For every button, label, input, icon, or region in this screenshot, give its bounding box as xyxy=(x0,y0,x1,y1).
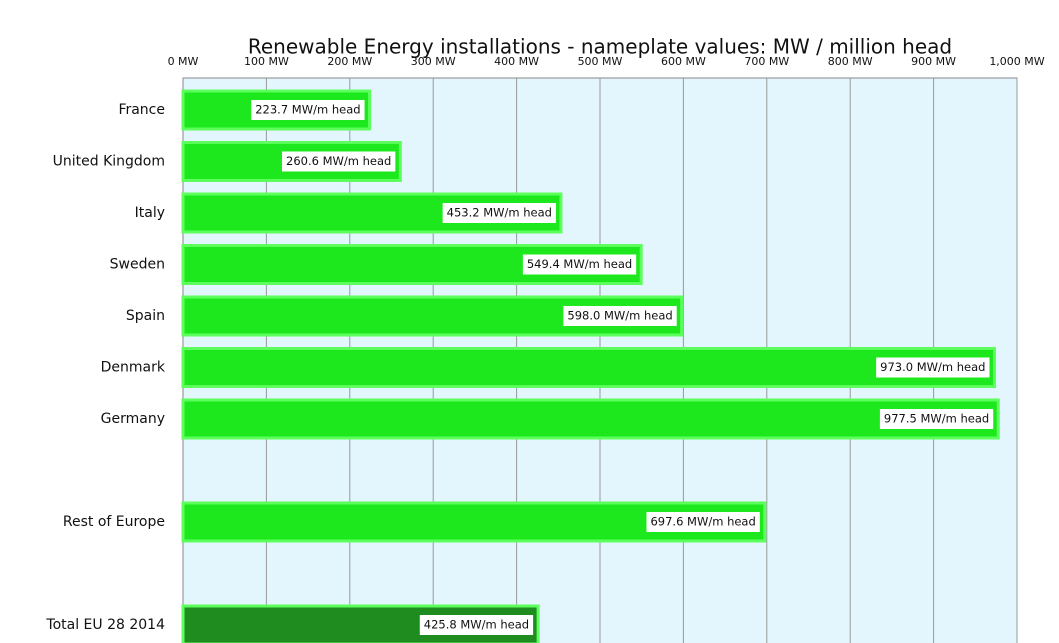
x-tick-label: 100 MW xyxy=(244,55,289,68)
value-label-box xyxy=(879,409,994,429)
value-label-box xyxy=(522,254,637,275)
value-label-box xyxy=(563,306,677,326)
y-tick-label: Denmark xyxy=(101,360,166,376)
x-tick-label: 500 MW xyxy=(578,55,623,68)
x-tick-label: 900 MW xyxy=(911,55,956,68)
x-tick-label: 0 MW xyxy=(168,55,199,68)
value-label-box xyxy=(282,151,396,172)
y-tick-label: Rest of Europe xyxy=(63,514,165,530)
x-tick-label: 200 MW xyxy=(327,55,372,68)
value-label-box xyxy=(646,512,760,532)
bar xyxy=(181,347,996,388)
value-label: 598.0 MW/m head xyxy=(567,309,672,323)
chart-title: Renewable Energy installations - namepla… xyxy=(248,35,952,59)
x-tick-label: 1,000 MW xyxy=(989,55,1044,68)
value-label: 223.7 MW/m head xyxy=(255,103,360,117)
value-label-box xyxy=(876,357,990,378)
y-tick-label: Italy xyxy=(135,205,165,221)
y-tick-label: Spain xyxy=(126,308,165,324)
value-label: 425.8 MW/m head xyxy=(424,618,529,632)
y-tick-label: Total EU 28 2014 xyxy=(45,617,165,633)
x-tick-label: 800 MW xyxy=(828,55,873,68)
value-label: 453.2 MW/m head xyxy=(447,206,552,220)
value-label: 260.6 MW/m head xyxy=(286,154,391,168)
value-label-box xyxy=(442,203,556,223)
y-tick-label: United Kingdom xyxy=(53,154,165,170)
value-label: 977.5 MW/m head xyxy=(884,412,989,426)
y-tick-label: France xyxy=(118,102,165,118)
value-label-box xyxy=(251,100,365,120)
x-tick-label: 400 MW xyxy=(494,55,539,68)
y-tick-label: Germany xyxy=(101,411,165,427)
value-label: 549.4 MW/m head xyxy=(527,257,632,271)
x-tick-label: 600 MW xyxy=(661,55,706,68)
value-label: 697.6 MW/m head xyxy=(650,515,755,529)
x-tick-label: 700 MW xyxy=(744,55,789,68)
value-label-box xyxy=(419,615,534,635)
x-tick-label: 300 MW xyxy=(411,55,456,68)
y-tick-label: Sweden xyxy=(110,257,165,273)
value-label: 973.0 MW/m head xyxy=(880,360,985,374)
bar xyxy=(181,398,1000,440)
